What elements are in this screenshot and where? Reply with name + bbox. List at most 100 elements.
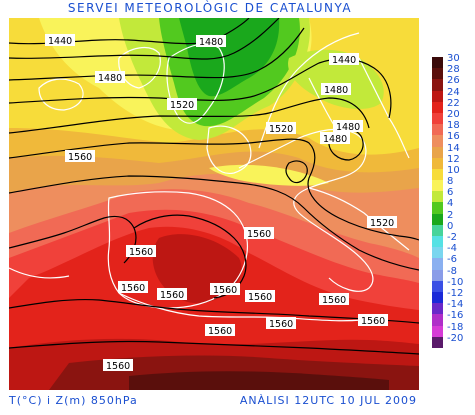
legend-row: -16 [432,310,472,326]
svg-text:1480: 1480 [336,122,360,133]
legend-label: 0 [447,220,454,232]
temperature-geopotential-map: 1440 1480 1440 1480 1520 1480 1520 1480 … [9,18,419,390]
legend-swatch [432,291,443,304]
legend-label: -16 [447,310,464,322]
legend-swatch [432,280,443,292]
contour-label: 1560 [126,245,156,258]
legend-swatch [432,224,443,236]
legend-row: -2 [432,232,472,248]
contour-label: 1440 [45,34,75,47]
contour-label: 1480 [333,120,363,133]
contour-label: 1560 [245,290,275,303]
legend-row: 6 [432,187,472,203]
legend-row: -8 [432,266,472,281]
svg-text:1440: 1440 [332,55,356,66]
contour-label: 1560 [205,324,235,337]
legend-row: 18 [432,120,472,136]
legend-row: 0 [432,221,472,236]
svg-text:1560: 1560 [247,229,271,240]
legend-row: 26 [432,75,472,91]
svg-text:1560: 1560 [208,326,232,337]
legend-label: -12 [447,287,464,299]
legend-label: 10 [447,164,460,176]
legend-swatch [432,180,443,192]
svg-text:1560: 1560 [248,292,272,303]
legend-label: -10 [447,276,464,288]
contour-label: 1480 [321,83,351,96]
svg-text:1440: 1440 [48,36,72,47]
legend-label: -2 [447,232,457,243]
legend-row: -18 [432,322,472,337]
svg-text:1560: 1560 [129,247,153,258]
legend-label: 2 [447,209,454,221]
contour-label: 1560 [358,314,388,327]
legend-swatch [432,191,443,203]
legend-row: -20 [432,333,472,348]
legend-row: -14 [432,299,472,315]
legend-row: 8 [432,176,472,192]
legend-label: 20 [447,108,460,120]
contour-label: 1560 [157,288,187,301]
legend-label: -18 [447,321,464,333]
contour-label: 1520 [167,98,197,111]
legend-swatch [432,168,443,181]
contour-label: 1480 [95,71,125,84]
svg-text:1480: 1480 [98,73,122,84]
legend-label: 16 [447,131,460,143]
legend-swatch [432,57,443,69]
legend-swatch [432,269,443,281]
svg-text:1560: 1560 [322,295,346,306]
legend-swatch [432,101,443,113]
legend-label: 14 [447,142,460,154]
legend-swatch [432,135,443,147]
legend-row: -4 [432,243,472,259]
legend-swatch [432,247,443,259]
svg-text:1560: 1560 [106,361,130,372]
legend-row: 20 [432,109,472,125]
svg-text:1480: 1480 [324,85,348,96]
legend-swatch [432,79,443,91]
legend-label: 4 [447,198,454,210]
legend-row: -6 [432,254,472,270]
legend-row: 14 [432,143,472,158]
svg-text:1560: 1560 [160,290,184,301]
legend-label: -6 [447,254,457,266]
legend-label: 22 [447,97,460,109]
svg-text:1520: 1520 [170,100,194,111]
legend-row: -12 [432,288,472,304]
legend-label: -20 [447,332,464,344]
legend-swatch [432,303,443,315]
legend-swatch [432,68,443,80]
legend-swatch [432,258,443,270]
contour-labels: 1440 1480 1440 1480 1520 1480 1520 1480 … [45,34,397,372]
legend-label: 8 [447,176,454,188]
legend-label: -8 [447,265,457,277]
svg-text:1560: 1560 [68,152,92,163]
contour-label: 1520 [367,216,397,229]
contour-label: 1480 [320,132,350,145]
contour-label: 1560 [266,317,296,330]
legend-row: 12 [432,154,472,169]
legend-row: 30 [432,53,472,69]
legend-label: -14 [447,299,464,311]
legend-swatch [432,146,443,158]
legend-swatch [432,157,443,169]
legend-row: 2 [432,210,472,225]
contour-label: 1560 [118,281,148,294]
svg-text:1480: 1480 [323,134,347,145]
svg-text:1560: 1560 [213,285,237,296]
svg-text:1480: 1480 [199,37,223,48]
legend-swatch [432,314,443,326]
legend-row: 28 [432,64,472,80]
legend-swatch [432,213,443,225]
contour-label: 1560 [244,227,274,240]
temperature-legend: 30 28 26 24 22 20 18 16 14 12 10 8 6 4 2 0 -2 -4 -6 -8 -10 -1… [432,53,472,348]
analysis-time-caption: ANÀLISI 12UTC 10 JUL 2009 [239,394,417,407]
legend-swatch [432,325,443,337]
legend-row: 22 [432,98,472,113]
svg-text:1560: 1560 [361,316,385,327]
legend-row: 10 [432,165,472,181]
legend-label: 30 [447,53,460,64]
contour-label: 1560 [210,283,240,296]
contour-label: 1560 [103,359,133,372]
